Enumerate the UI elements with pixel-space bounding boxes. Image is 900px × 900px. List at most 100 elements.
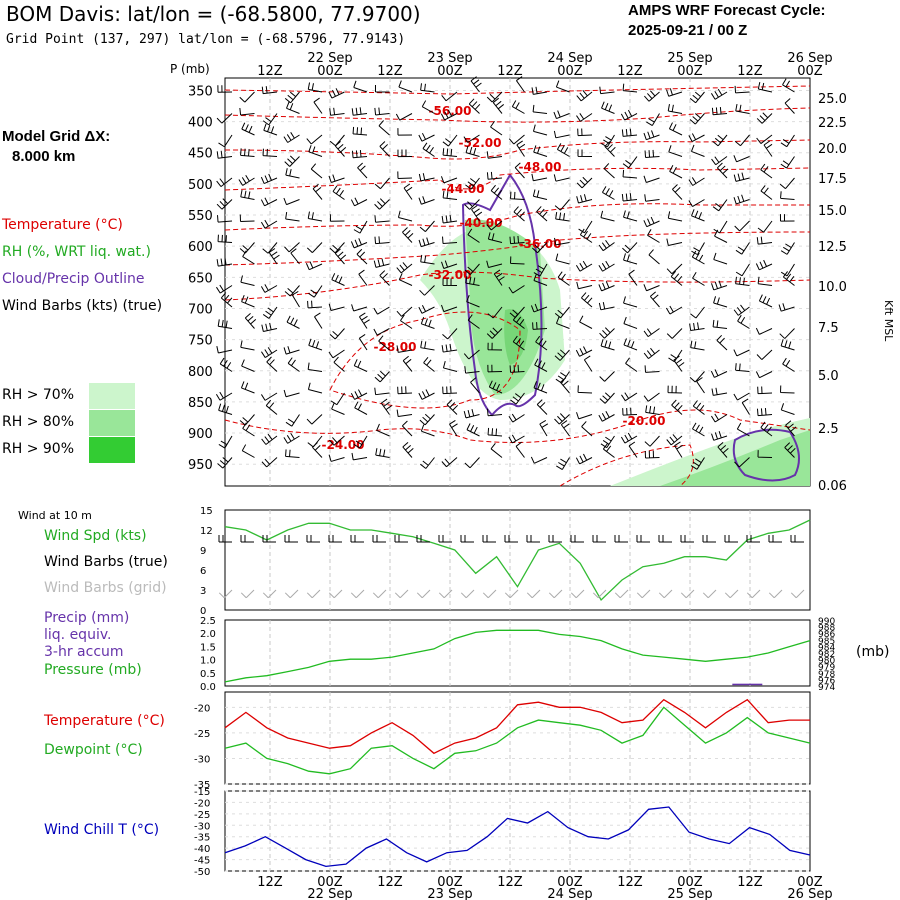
- wind-barb: [353, 220, 368, 234]
- wind-barb: [374, 107, 390, 116]
- wind-barb: [621, 193, 638, 202]
- wind-barb: [673, 355, 685, 372]
- wind-barb: [374, 236, 390, 245]
- panel-frame-5: [224, 790, 811, 872]
- wind-barb: [442, 134, 458, 147]
- model-grid-value: 8.000 km: [12, 148, 76, 165]
- wind-barb: [314, 312, 323, 329]
- wind-barb: [644, 90, 660, 102]
- kft-tick-label: 20.0: [818, 142, 847, 157]
- surface-wind-barb-grid: [592, 589, 607, 599]
- wind-barb: [758, 294, 773, 308]
- wind-barb: [509, 235, 525, 245]
- wind-barb: [535, 335, 548, 351]
- wind-barb: [307, 82, 323, 93]
- pressure-tick: 980: [818, 657, 835, 667]
- wind-barb: [755, 371, 773, 379]
- wind-barb: [711, 107, 728, 116]
- wind-barb: [486, 408, 503, 417]
- wind-barb: [690, 457, 705, 470]
- surface-wind-barb-true: [658, 535, 672, 543]
- wind-barb: [756, 134, 773, 144]
- wind-barb: [782, 78, 795, 93]
- wind-barb: [261, 433, 278, 445]
- surface-wind-barb-grid: [724, 589, 739, 599]
- precip-tick: 0.0: [200, 682, 216, 693]
- wind-barb: [512, 335, 525, 351]
- p-tick-label: 500: [188, 178, 213, 193]
- wind-barb: [620, 109, 638, 121]
- wind-barb: [534, 358, 548, 372]
- wind-barb: [396, 345, 413, 353]
- wind-barb: [216, 346, 233, 354]
- wind-barb: [690, 144, 705, 157]
- surface-wind-barb-grid: [350, 589, 365, 599]
- wind-barb: [400, 314, 413, 329]
- wind-barb: [395, 113, 413, 121]
- wind-barb: [760, 421, 773, 437]
- wind-barb: [465, 177, 480, 190]
- wind-barb: [442, 361, 458, 372]
- wind-barb: [508, 285, 525, 294]
- wind-barb: [600, 339, 615, 351]
- wind-barb: [260, 284, 278, 293]
- wind-barb: [216, 198, 233, 210]
- wind-barb: [710, 369, 728, 378]
- bottom-hour-label: 12Z: [497, 875, 523, 890]
- wind-barb: [380, 398, 393, 415]
- temp-contour-label: -32.00: [429, 268, 472, 282]
- wind-barb: [581, 421, 593, 437]
- wind-barb: [216, 257, 233, 267]
- wind-barb: [512, 314, 525, 329]
- legend-wind-speed: Wind Spd (kts): [44, 528, 147, 544]
- legend-wind-barbs-true: Wind Barbs (true): [44, 554, 168, 570]
- wind-barb: [379, 141, 390, 157]
- wind-barb: [554, 237, 570, 246]
- wind-barb: [737, 314, 750, 329]
- wind-barb: [419, 220, 435, 233]
- wind-barb: [421, 100, 435, 114]
- pressure-tick: 979: [818, 663, 835, 673]
- wind-barb: [649, 291, 660, 308]
- wind-barb: [555, 253, 570, 265]
- legend-wind-barbs-grid: Wind Barbs (grid): [44, 580, 167, 596]
- wind-barb: [785, 420, 797, 437]
- wind-barb: [418, 305, 435, 314]
- wind-barb: [418, 173, 435, 182]
- wind-barb: [442, 190, 458, 200]
- top-hour-label: 12Z: [377, 64, 403, 79]
- wind-barb: [643, 130, 660, 141]
- wind-barb: [240, 381, 255, 394]
- wind-barb: [691, 250, 705, 265]
- wind-barb: [514, 162, 525, 179]
- wind-barb: [373, 306, 390, 315]
- panel-frame-3: [224, 619, 811, 687]
- panel-frame-2: [224, 509, 811, 611]
- wind-barb: [696, 377, 705, 394]
- wind-barb: [556, 143, 570, 157]
- wind-barb: [621, 128, 638, 137]
- wind-barb: [329, 214, 345, 222]
- wind-barb: [463, 134, 480, 143]
- kft-tick-label: 15.0: [818, 204, 847, 219]
- top-hour-label: 12Z: [617, 64, 643, 79]
- wind-barb: [398, 273, 413, 286]
- wind-barb: [622, 407, 638, 416]
- windchill-tick: -50: [194, 867, 210, 878]
- wind-barb: [261, 347, 278, 358]
- wind-barb: [575, 453, 593, 465]
- top-date-label: 23 Sep: [427, 51, 472, 66]
- wind-barb: [756, 236, 773, 245]
- pressure-tick: 990: [818, 617, 835, 627]
- wind-barb: [396, 306, 413, 317]
- wind-barb: [733, 155, 750, 163]
- wind-barb: [623, 210, 638, 222]
- wind-barb: [285, 168, 300, 179]
- wind-barb: [283, 389, 300, 398]
- wind-barb: [283, 132, 300, 143]
- rh70-swatch: [89, 383, 135, 409]
- wind-barb: [374, 198, 390, 210]
- forecast-cycle: 2025-09-21 / 00 Z: [628, 22, 748, 39]
- wind-barb: [669, 165, 683, 179]
- wind-barb: [689, 91, 705, 104]
